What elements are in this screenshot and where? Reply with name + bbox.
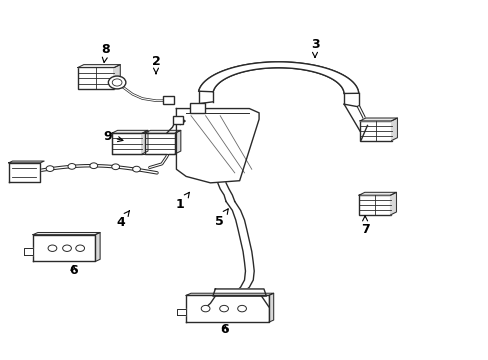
Circle shape: [112, 164, 119, 170]
Polygon shape: [359, 118, 397, 121]
Text: 8: 8: [102, 43, 110, 63]
Polygon shape: [95, 233, 100, 261]
Text: 1: 1: [176, 192, 189, 211]
Polygon shape: [212, 289, 266, 296]
Bar: [358, 195, 390, 215]
Text: 7: 7: [360, 216, 369, 236]
Text: 9: 9: [103, 130, 122, 143]
Polygon shape: [33, 233, 100, 235]
Bar: [190, 103, 204, 113]
Bar: [112, 133, 142, 154]
Circle shape: [201, 305, 209, 312]
Circle shape: [219, 305, 228, 312]
Polygon shape: [9, 161, 44, 163]
Polygon shape: [114, 64, 120, 89]
Polygon shape: [176, 109, 259, 183]
Circle shape: [76, 245, 84, 251]
Bar: [163, 96, 173, 104]
Circle shape: [48, 245, 57, 251]
Circle shape: [108, 76, 125, 89]
Polygon shape: [142, 130, 148, 154]
Polygon shape: [175, 117, 185, 125]
Polygon shape: [268, 293, 273, 322]
Text: 3: 3: [310, 38, 319, 57]
Polygon shape: [186, 293, 273, 296]
Polygon shape: [177, 309, 186, 315]
Polygon shape: [9, 163, 40, 182]
Bar: [78, 67, 114, 89]
Bar: [172, 116, 183, 123]
Bar: [359, 121, 391, 140]
Text: 6: 6: [69, 264, 78, 276]
Bar: [144, 133, 175, 154]
Circle shape: [90, 163, 98, 168]
Polygon shape: [33, 235, 95, 261]
Polygon shape: [78, 64, 120, 67]
Text: 4: 4: [116, 211, 129, 229]
Polygon shape: [144, 130, 181, 133]
Text: 6: 6: [220, 323, 229, 336]
Text: 5: 5: [214, 209, 228, 228]
Polygon shape: [112, 130, 148, 133]
Circle shape: [132, 166, 140, 172]
Polygon shape: [358, 192, 396, 195]
Polygon shape: [175, 130, 181, 154]
Circle shape: [62, 245, 71, 251]
Polygon shape: [390, 192, 396, 215]
Polygon shape: [391, 118, 397, 140]
Polygon shape: [24, 248, 33, 255]
Polygon shape: [198, 62, 358, 94]
Polygon shape: [186, 296, 268, 322]
Text: 2: 2: [151, 55, 160, 73]
Circle shape: [237, 305, 246, 312]
Circle shape: [46, 166, 54, 171]
Circle shape: [68, 163, 76, 169]
